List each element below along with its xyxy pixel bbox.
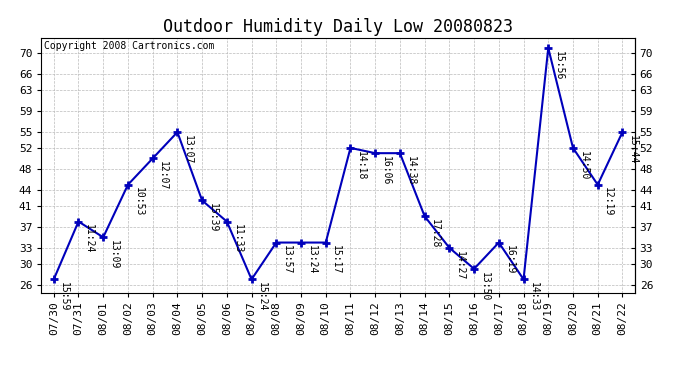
Text: Copyright 2008 Cartronics.com: Copyright 2008 Cartronics.com bbox=[44, 41, 215, 51]
Text: 14:18: 14:18 bbox=[356, 151, 366, 180]
Text: 13:24: 13:24 bbox=[306, 245, 317, 275]
Text: 16:06: 16:06 bbox=[381, 156, 391, 185]
Text: 15:56: 15:56 bbox=[554, 51, 564, 80]
Text: 13:09: 13:09 bbox=[109, 240, 119, 270]
Text: 14:38: 14:38 bbox=[406, 156, 415, 185]
Text: 14:27: 14:27 bbox=[455, 251, 465, 280]
Text: 16:19: 16:19 bbox=[504, 245, 514, 275]
Text: 13:07: 13:07 bbox=[183, 135, 193, 164]
Text: 17:28: 17:28 bbox=[430, 219, 440, 248]
Text: 13:57: 13:57 bbox=[282, 245, 292, 275]
Text: 14:33: 14:33 bbox=[529, 282, 539, 312]
Text: 11:33: 11:33 bbox=[233, 224, 242, 254]
Text: 14:50: 14:50 bbox=[578, 151, 589, 180]
Text: 15:17: 15:17 bbox=[331, 245, 342, 275]
Title: Outdoor Humidity Daily Low 20080823: Outdoor Humidity Daily Low 20080823 bbox=[163, 18, 513, 36]
Text: 12:07: 12:07 bbox=[158, 161, 168, 190]
Text: 10:53: 10:53 bbox=[133, 188, 144, 217]
Text: 15:24: 15:24 bbox=[257, 282, 267, 312]
Text: 15:39: 15:39 bbox=[208, 203, 217, 232]
Text: 15:44: 15:44 bbox=[628, 135, 638, 164]
Text: 11:24: 11:24 bbox=[84, 224, 94, 254]
Text: 12:19: 12:19 bbox=[603, 188, 613, 217]
Text: 13:50: 13:50 bbox=[480, 272, 490, 301]
Text: 15:59: 15:59 bbox=[59, 282, 69, 312]
